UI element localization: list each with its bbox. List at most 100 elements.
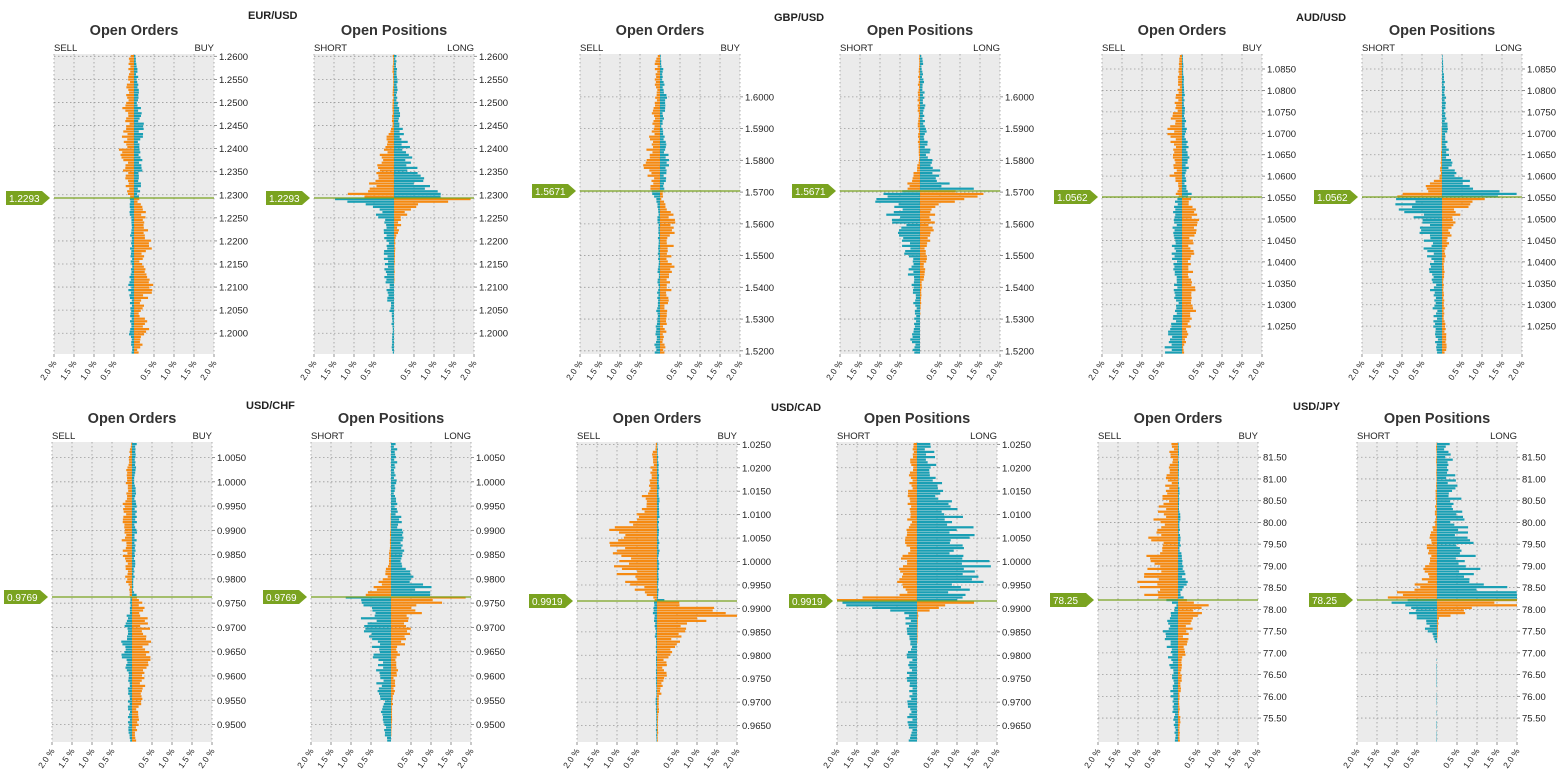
profile-bar-right [134, 320, 147, 322]
profile-bar-left [128, 706, 132, 708]
profile-bar-right [917, 563, 962, 565]
profile-bar-left [130, 612, 132, 614]
profile-bar-right [1182, 143, 1187, 145]
profile-bar-right [920, 266, 924, 268]
profile-bar-right [391, 609, 415, 611]
profile-bar-right [1442, 136, 1445, 138]
profile-bar-left [388, 565, 391, 567]
profile-bar-left [658, 294, 660, 296]
profile-bar-left [918, 104, 920, 106]
profile-bar-left [132, 318, 134, 320]
profile-bar-right [134, 151, 140, 153]
profile-bar-right [1182, 198, 1191, 200]
profile-bar-left [653, 110, 660, 112]
profile-bar-right [657, 609, 713, 611]
y-tick-label: 1.2100 [219, 283, 248, 294]
profile-bar-right [134, 138, 140, 140]
profile-bar-left [376, 214, 394, 216]
profile-bar-right [657, 518, 658, 520]
profile-bar-left [393, 68, 394, 70]
profile-bar-left [1144, 594, 1178, 596]
x-tick-label: 1.0 % [684, 358, 705, 382]
profile-bar-left [125, 500, 132, 502]
profile-bar-right [660, 198, 661, 200]
profile-bar-right [1182, 320, 1190, 322]
profile-bar-right [394, 84, 397, 86]
profile-bar-left [386, 726, 391, 728]
profile-bar-right [657, 542, 659, 544]
profile-bar-right [394, 214, 407, 216]
profile-bar-right [1437, 518, 1464, 520]
profile-bar-left [1430, 237, 1442, 239]
x-tick-label: 0.5 % [1441, 746, 1462, 770]
profile-bar-left [619, 560, 657, 562]
profile-bar-right [1178, 531, 1179, 533]
profile-bar-left [657, 320, 660, 322]
y-tick-label: 1.0650 [1267, 150, 1296, 161]
profile-bar-left [905, 617, 917, 619]
profile-bar-right [134, 289, 152, 291]
profile-bar-left [913, 469, 917, 471]
profile-bar-left [1436, 446, 1437, 448]
profile-bar-left [916, 320, 920, 322]
profile-bar-left [1430, 224, 1442, 226]
profile-bar-right [1178, 698, 1180, 700]
profile-bar-left [912, 669, 917, 671]
profile-bar-right [920, 65, 921, 67]
y-tick-label: 80.50 [1263, 496, 1287, 507]
profile-bar-left [383, 721, 391, 723]
profile-bar-right [1437, 560, 1465, 562]
profile-bar-right [1178, 716, 1180, 718]
profile-bar-right [1437, 617, 1439, 619]
profile-bar-left [130, 276, 134, 278]
profile-bar-left [128, 68, 134, 70]
x-tick-label: 0.5 % [395, 746, 416, 770]
profile-bar-right [391, 461, 397, 463]
profile-bar-left [393, 63, 394, 65]
profile-bar-left [1177, 281, 1182, 283]
profile-bar-right [657, 482, 659, 484]
profile-bar-left [129, 589, 132, 591]
profile-bar-left [132, 227, 134, 229]
profile-bar-left [393, 331, 394, 333]
profile-bar-right [394, 169, 407, 171]
profile-bar-left [654, 607, 657, 609]
profile-bar-left [903, 565, 917, 567]
profile-bar-left [1170, 472, 1178, 474]
x-tick-label: 1.5 % [176, 746, 197, 770]
profile-bar-left [1171, 453, 1178, 455]
profile-bar-left [361, 617, 391, 619]
profile-bar-right [394, 229, 399, 231]
profile-bar-right [134, 266, 144, 268]
profile-bar-right [1182, 302, 1191, 304]
profile-bar-left [130, 206, 134, 208]
profile-bar-right [1182, 60, 1183, 62]
profile-bar-left [910, 641, 917, 643]
profile-bar-left [378, 690, 391, 692]
profile-bar-left [655, 333, 660, 335]
profile-bar-left [1436, 667, 1437, 669]
profile-bar-right [134, 81, 137, 83]
profile-bar-left [388, 151, 394, 153]
profile-bar-left [389, 560, 391, 562]
profile-bar-left [126, 581, 132, 583]
profile-bar-left [132, 305, 134, 307]
y-tick-label: 79.00 [1522, 561, 1546, 572]
profile-bar-left [1160, 589, 1178, 591]
profile-bar-right [1178, 568, 1183, 570]
y-tick-label: 1.5400 [1005, 283, 1034, 294]
profile-bar-left [1171, 443, 1178, 445]
profile-bar-left [913, 292, 920, 294]
profile-bar-left [1432, 279, 1442, 281]
profile-bar-left [1173, 156, 1182, 158]
profile-bar-right [657, 716, 658, 718]
profile-bar-right [917, 472, 930, 474]
profile-bar-left [902, 245, 920, 247]
profile-bar-left [656, 724, 657, 726]
y-tick-label: 1.0800 [1267, 86, 1296, 97]
profile-bar-left [1433, 633, 1437, 635]
x-tick-label: 1.5 % [584, 358, 605, 382]
profile-bar-right [134, 136, 143, 138]
x-tick-label: 2.0 % [196, 746, 217, 770]
profile-bar-right [1442, 323, 1445, 325]
